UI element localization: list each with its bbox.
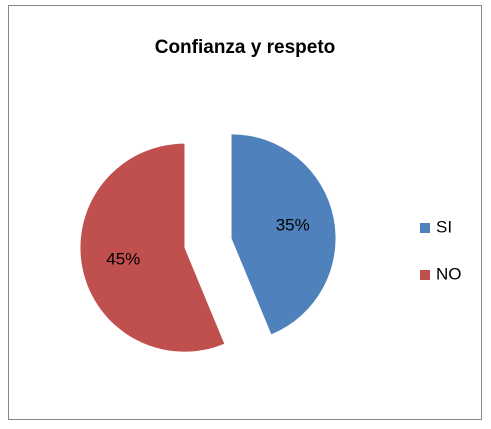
data-label: 35%	[276, 216, 310, 235]
pie-slice	[80, 143, 225, 352]
chart-title: Confianza y respeto	[155, 37, 336, 58]
legend-label: SI	[436, 217, 452, 236]
data-label: 45%	[106, 249, 140, 268]
pie-slice	[231, 134, 336, 335]
legend-swatch	[420, 223, 430, 233]
legend-swatch	[420, 270, 430, 280]
legend-label: NO	[436, 264, 462, 283]
